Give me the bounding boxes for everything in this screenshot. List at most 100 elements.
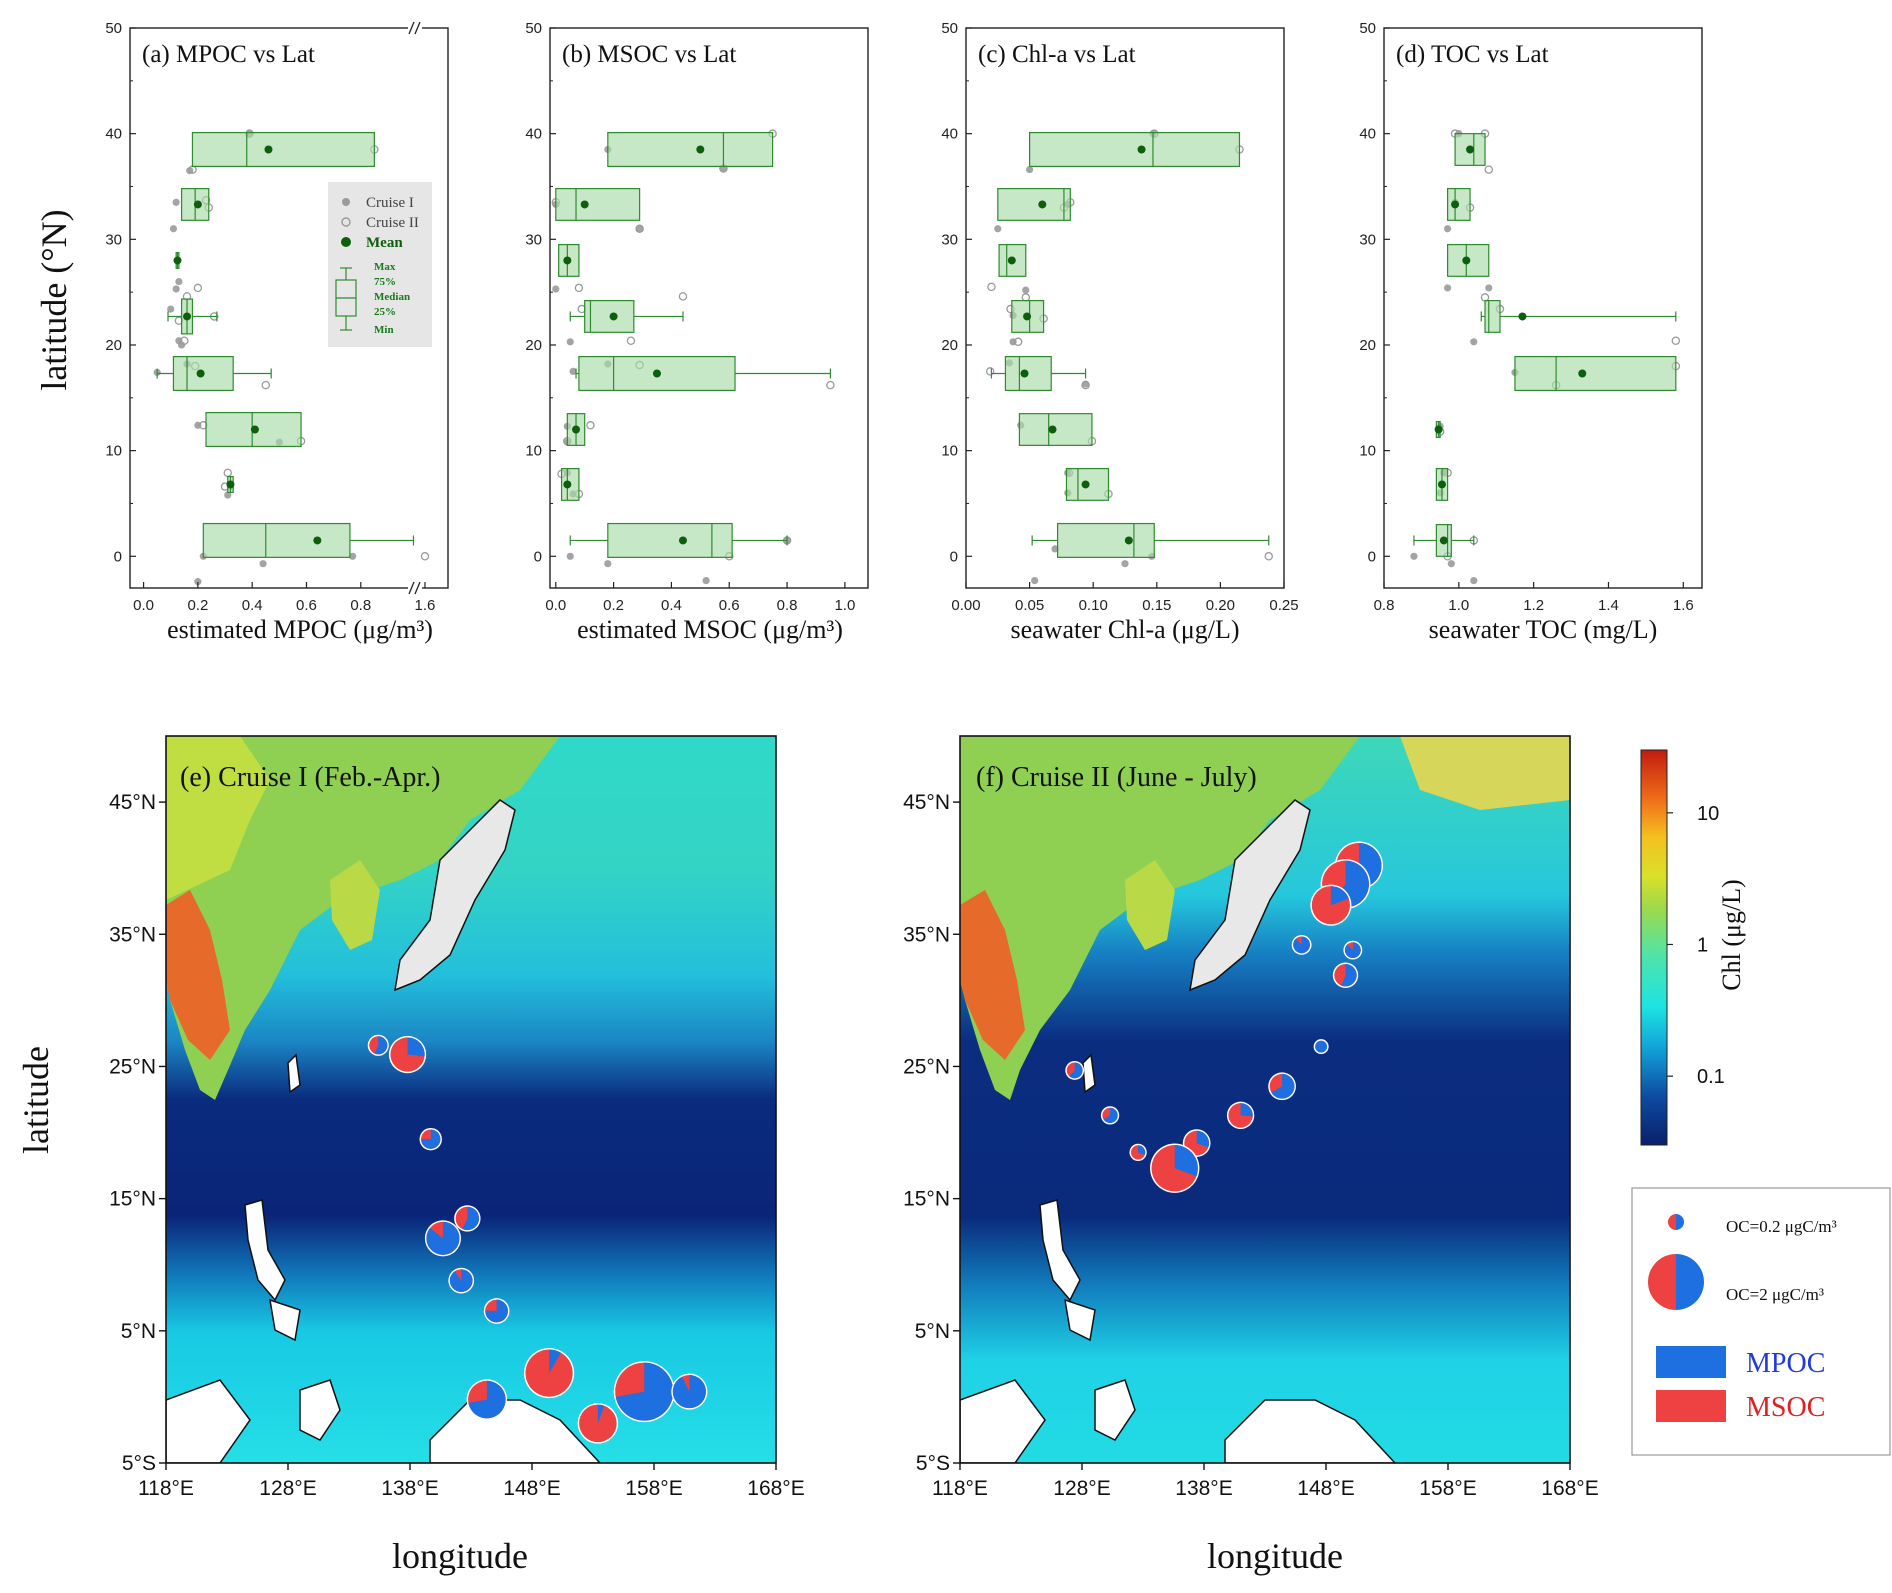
- small-pie-mpoc: [1676, 1214, 1684, 1230]
- map-y-tick-label: 35°N: [109, 923, 156, 946]
- pie-mpoc: [468, 1380, 506, 1419]
- cruise2-point: [1671, 336, 1681, 346]
- box-mean: [1578, 369, 1587, 378]
- map-y-ticks: 5°S 5°N 15°N 25°N 35°N 45°N: [903, 791, 960, 1475]
- pie-markers: [1065, 841, 1384, 1193]
- station-pie: [1129, 1143, 1147, 1162]
- land-taiwan: [1082, 1053, 1096, 1094]
- map-y-tick-label: 15°N: [109, 1188, 156, 1211]
- y-tick-label: 10: [941, 443, 958, 460]
- map-y-label: latitude: [16, 1046, 56, 1154]
- y-tick-label: 10: [1359, 443, 1376, 460]
- map-x-tick-label: 138°E: [1175, 1477, 1232, 1500]
- map-x-tick-label: 168°E: [1541, 1477, 1598, 1500]
- map-x-tick-label: 128°E: [259, 1477, 316, 1500]
- large-pie-mpoc: [1676, 1254, 1704, 1310]
- pie-mpoc: [1138, 1145, 1146, 1155]
- station-pie: [1065, 1061, 1085, 1080]
- land-philippines: [244, 1199, 301, 1342]
- land-korea: [330, 860, 380, 950]
- mpoc-swatch: [1656, 1346, 1726, 1378]
- box-marks: [551, 129, 835, 585]
- station-pie: [523, 1348, 575, 1399]
- box-mean: [563, 256, 572, 265]
- y-tick-label: 0: [534, 548, 542, 565]
- x-tick-label: 0.8: [777, 597, 798, 614]
- x-tick-label: 0.2: [187, 597, 208, 614]
- box-iqr: [191, 132, 375, 168]
- x-tick-label: 0.6: [719, 597, 740, 614]
- x-ticks: 0.0 0.2 0.4 0.6 0.8 1.6: [133, 582, 435, 614]
- pie-mpoc: [1344, 942, 1361, 959]
- pie-mpoc: [1069, 1062, 1083, 1079]
- x-tick-label: 1.0: [834, 597, 855, 614]
- pie-mpoc: [597, 1404, 605, 1424]
- box-mean: [250, 425, 259, 434]
- cruise1-point: [1051, 545, 1059, 553]
- legend-25: 25%: [374, 306, 396, 318]
- station-pie: [424, 1220, 462, 1257]
- x-tick-label: 1.2: [1523, 597, 1544, 614]
- cruise2-point: [261, 380, 271, 390]
- colorbar-ramp: [1640, 749, 1668, 1146]
- large-pie-msoc: [1648, 1254, 1676, 1310]
- cruise2-point: [574, 283, 584, 293]
- y-tick-label: 40: [525, 126, 542, 143]
- cruise1-point: [1444, 225, 1452, 233]
- y-ticks: 0 10 20 30 40 50: [1359, 20, 1390, 565]
- pie-mpoc: [1240, 1103, 1253, 1117]
- colorbar-tick-label: 0.1: [1697, 1066, 1725, 1088]
- box-mean: [563, 480, 572, 489]
- x-tick-label: 1.4: [1598, 597, 1619, 614]
- small-pie-msoc: [1668, 1214, 1676, 1230]
- x-tick-label: 0.10: [1079, 597, 1108, 614]
- box-mean: [1048, 425, 1057, 434]
- cruise1-point: [1410, 552, 1418, 560]
- box-iqr: [607, 522, 733, 558]
- map-frame: [959, 735, 1571, 1464]
- map-x-tick-label: 118°E: [138, 1477, 194, 1500]
- cruise1-point: [1447, 560, 1455, 568]
- legend-cruise1-marker: [342, 198, 350, 206]
- x-tick-label: 0.0: [545, 597, 566, 614]
- cruise1-point: [172, 198, 180, 206]
- x-axis-label: seawater TOC (mg/L): [1429, 615, 1658, 644]
- x-tick-label: 1.6: [1673, 597, 1694, 614]
- box-mean: [580, 200, 589, 209]
- cruise1-point: [169, 225, 178, 233]
- station-pie: [1291, 934, 1312, 955]
- cruise1-point: [172, 285, 180, 293]
- box-mean: [264, 145, 273, 154]
- box-marks: [153, 129, 430, 586]
- x-tick-label: 0.8: [1374, 597, 1395, 614]
- cruise1-point: [1026, 165, 1034, 174]
- cruise1-point: [994, 225, 1002, 233]
- box-mean: [1081, 480, 1090, 489]
- map-y-tick-label: 25°N: [109, 1055, 156, 1078]
- land-japan: [1189, 799, 1311, 992]
- legend-cruise2: Cruise II: [366, 215, 419, 231]
- panel-title: (c) Chl-a vs Lat: [978, 41, 1136, 68]
- x-ticks: 0.00 0.05 0.10 0.15 0.20 0.25: [951, 582, 1299, 614]
- map-y-tick-label: 5°S: [916, 1452, 950, 1475]
- y-tick-label: 20: [105, 337, 122, 354]
- y-ticks: 0 10 20 30 40 50: [525, 20, 556, 565]
- y-tick-label: 0: [114, 548, 122, 565]
- pie-mpoc: [374, 1036, 388, 1055]
- pie-markers: [367, 1034, 708, 1444]
- cruise1-point: [552, 285, 560, 293]
- x-tick-label: 0.15: [1142, 597, 1171, 614]
- station-pie: [1343, 940, 1363, 960]
- x-tick-label: 0.00: [951, 597, 980, 614]
- panel-title: (a) MPOC vs Lat: [142, 41, 315, 68]
- box-mean: [609, 312, 618, 321]
- x-axis-label: seawater Chl-a (μg/L): [1010, 615, 1239, 644]
- y-tick-label: 20: [1359, 337, 1376, 354]
- land-coast-red: [960, 890, 1025, 1060]
- cruise2-point: [420, 552, 430, 561]
- cruise1-point: [349, 552, 357, 560]
- station-pie: [671, 1373, 708, 1410]
- cruise2-point: [985, 367, 995, 376]
- station-pie: [466, 1379, 508, 1420]
- y-tick-label: 30: [525, 231, 542, 248]
